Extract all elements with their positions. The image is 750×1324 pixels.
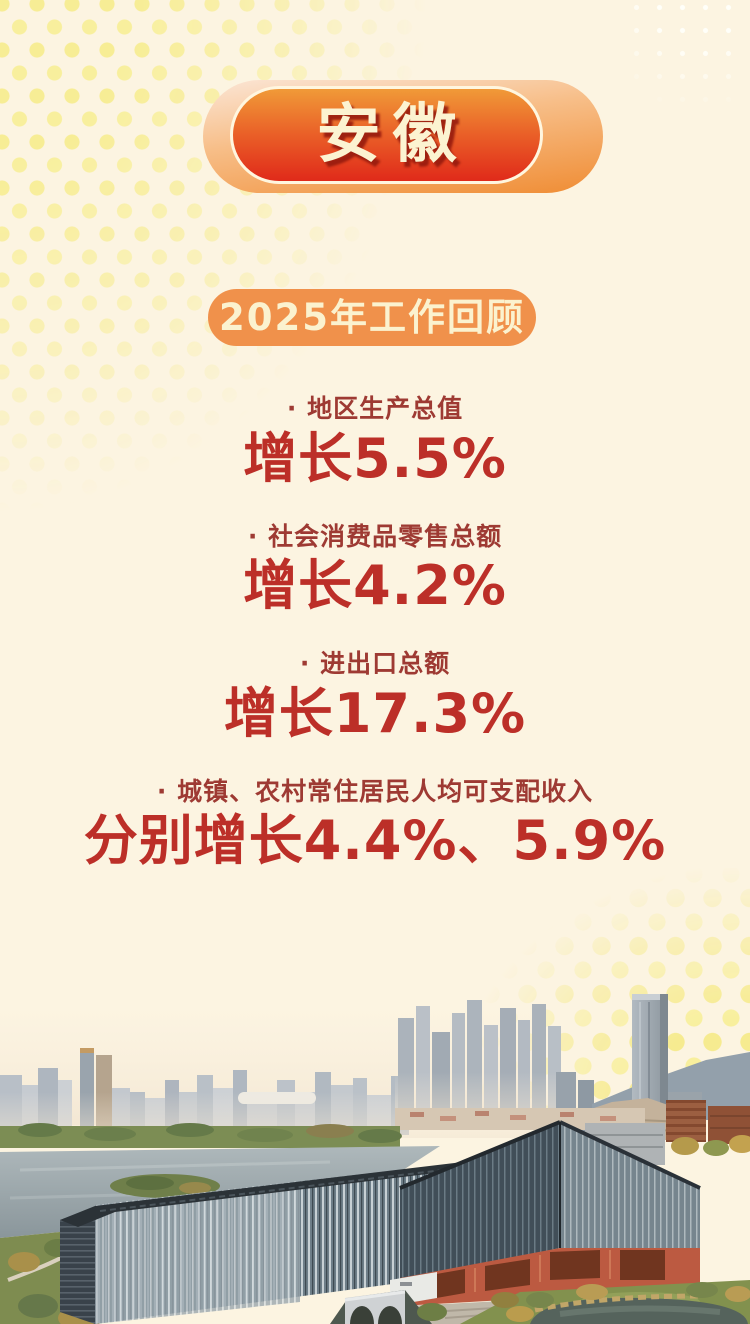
- photo-main-building: [60, 1120, 701, 1324]
- stat-item-gdp: · 地区生产总值 增长5.5%: [0, 395, 750, 486]
- province-title: 安徽: [316, 98, 469, 172]
- section-title: 2025年工作回顾: [219, 296, 525, 339]
- stat-item-income: · 城镇、农村常住居民人均可支配收入 分别增长4.4%、5.9%: [0, 776, 750, 872]
- section-title-pill: 2025年工作回顾: [208, 289, 536, 346]
- stat-label: · 地区生产总值: [286, 394, 464, 423]
- stat-value: 增长5.5%: [243, 426, 507, 490]
- stat-label: · 社会消费品零售总额: [247, 521, 503, 551]
- stat-label: · 城镇、农村常住居民人均可支配收入: [156, 776, 594, 806]
- province-title-badge: 安徽: [230, 86, 543, 184]
- stat-item-trade: · 进出口总额 增长17.3%: [0, 650, 750, 741]
- stat-value: 增长4.2%: [243, 554, 507, 617]
- stat-item-retail: · 社会消费品零售总额 增长4.2%: [0, 521, 750, 617]
- photo-foreground: [330, 1280, 750, 1324]
- stat-label: · 进出口总额: [299, 649, 451, 678]
- stat-value: 分别增长4.4%、5.9%: [83, 809, 667, 872]
- stats-list: · 地区生产总值 增长5.5% · 社会消费品零售总额 增长4.2% · 进出口…: [0, 395, 750, 905]
- city-aerial-photo: [0, 994, 750, 1324]
- stat-value: 增长17.3%: [223, 681, 527, 745]
- dot-pattern-top-right: [625, 0, 737, 114]
